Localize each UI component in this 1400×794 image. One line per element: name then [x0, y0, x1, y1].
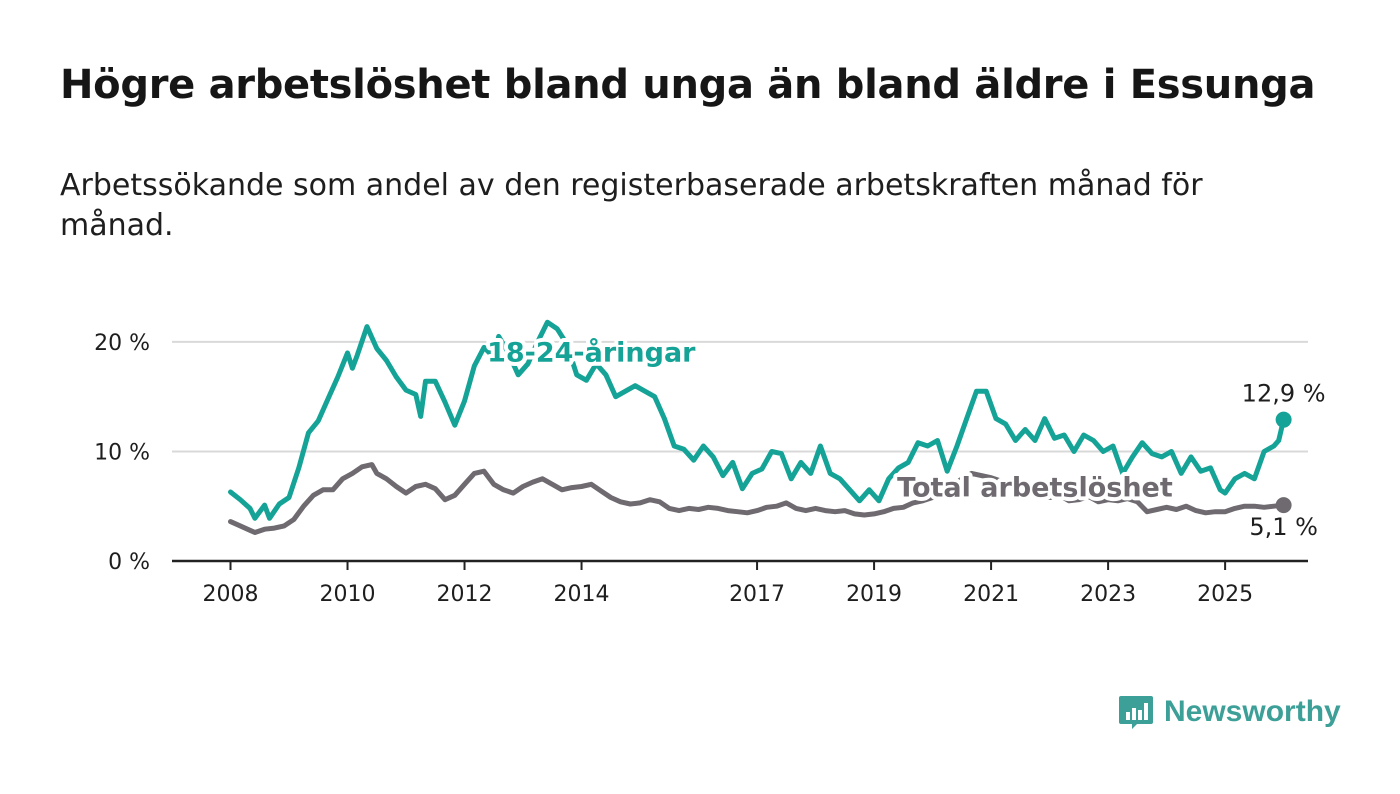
x-tick-label: 2012 — [437, 582, 493, 607]
y-tick-label: 10 % — [94, 440, 150, 465]
x-tick-label: 2025 — [1197, 582, 1253, 607]
x-tick-label: 2008 — [203, 582, 259, 607]
chart-title: Högre arbetslöshet bland unga än bland ä… — [60, 62, 1316, 108]
x-tick-label: 2017 — [729, 582, 785, 607]
total-series-line — [228, 462, 1287, 535]
x-tick-label: 2021 — [963, 582, 1019, 607]
series-labels: 12,9 %5,1 %18-24-åringar18-24-åringarTot… — [483, 333, 1326, 542]
total-end-point — [1275, 497, 1292, 514]
gridlines — [172, 340, 1308, 453]
total-end-value-label: 5,1 % — [1249, 513, 1318, 541]
newsworthy-logo-icon — [1119, 696, 1153, 729]
series-lines — [228, 319, 1292, 535]
youth-series-line — [228, 319, 1287, 521]
x-tick-label: 2019 — [846, 582, 902, 607]
youth-series-label-halo: 18-24-åringar — [487, 337, 696, 369]
x-tick-label: 2010 — [320, 582, 376, 607]
youth-end-point — [1275, 411, 1292, 428]
chart-subtitle: Arbetssökande som andel av den registerb… — [60, 168, 1203, 243]
y-tick-label: 0 % — [108, 550, 150, 575]
axes: 0 % 10 % 20 % 2008 2010 2012 2014 2017 2019 2021 2… — [94, 331, 1308, 607]
x-tick-label: 2023 — [1080, 582, 1136, 607]
youth-series-label: 18-24-åringar — [487, 337, 696, 369]
youth-end-value-label: 12,9 % — [1242, 380, 1326, 408]
brand-name: Newsworthy — [1164, 695, 1341, 728]
newsworthy-logo: Newsworthy — [1118, 690, 1341, 734]
total-series-label: Total arbetslöshet — [897, 472, 1173, 503]
x-tick-label: 2014 — [554, 582, 610, 607]
y-tick-label: 20 % — [94, 331, 150, 356]
total-series-label-halo: Total arbetslöshet — [897, 472, 1173, 503]
